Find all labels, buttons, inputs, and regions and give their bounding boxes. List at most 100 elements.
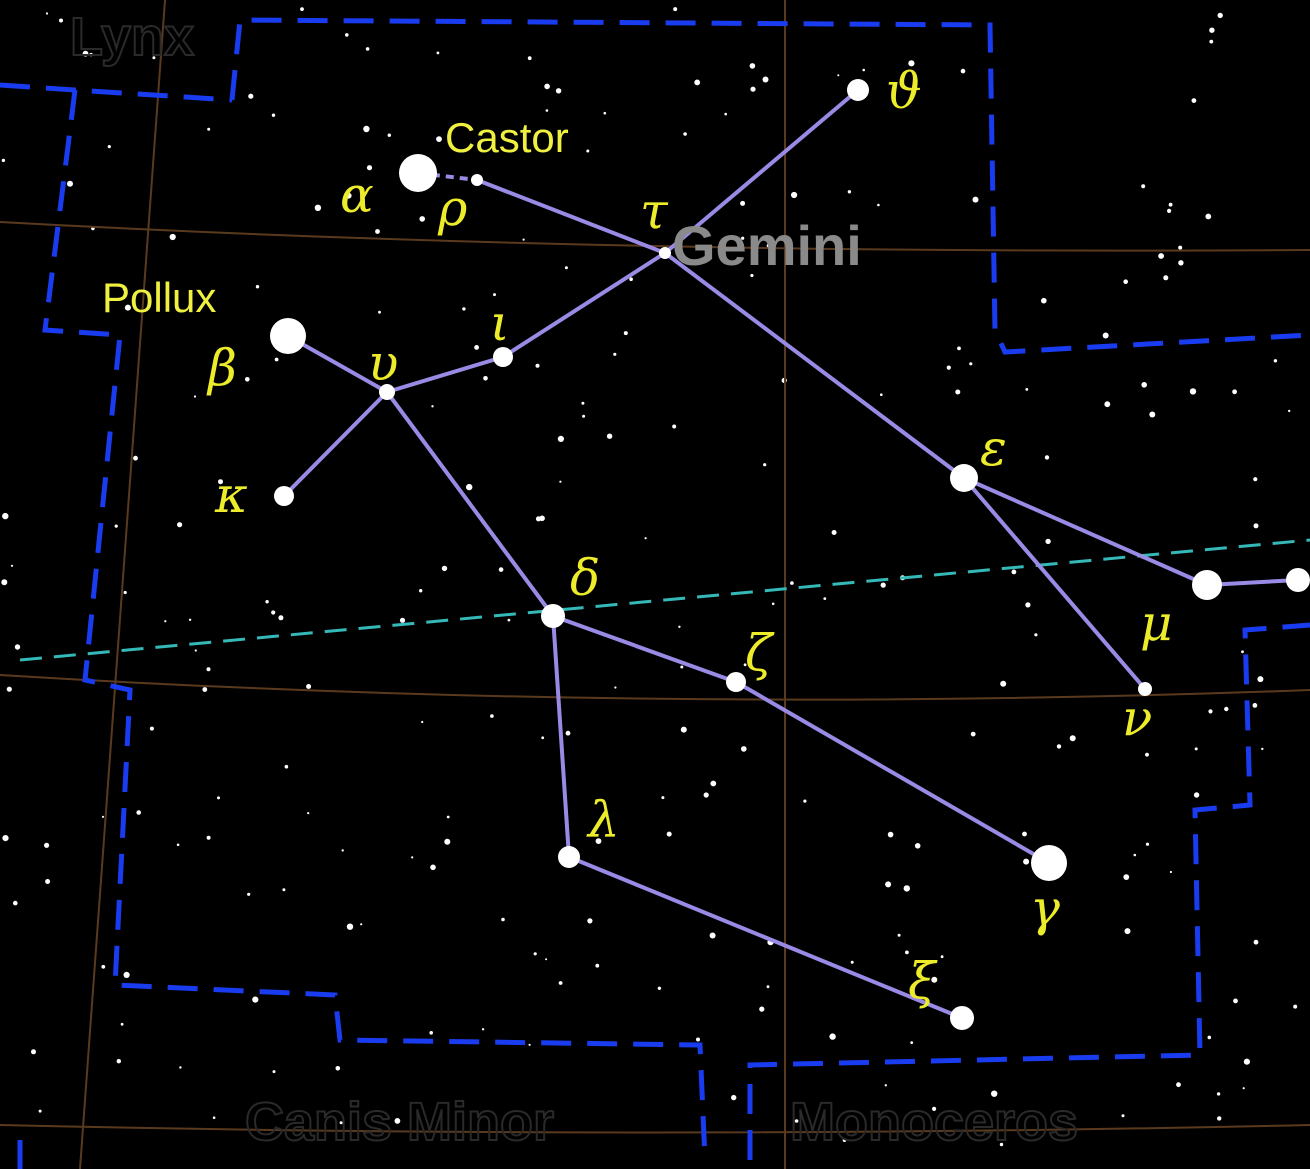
neighbor-label: Monoceros: [790, 1092, 1078, 1152]
faint-star: [1194, 747, 1198, 751]
faint-star: [696, 1037, 700, 1042]
faint-star: [307, 812, 310, 815]
star-name: Castor: [445, 114, 569, 161]
figure-line: [963, 476, 1208, 587]
faint-star: [564, 266, 568, 270]
faint-star: [724, 112, 727, 116]
faint-star: [282, 888, 286, 892]
faint-star: [673, 7, 678, 12]
faint-star: [743, 663, 747, 667]
faint-star: [481, 1028, 485, 1031]
faint-star: [164, 620, 167, 623]
faint-star: [528, 1043, 531, 1046]
faint-star: [446, 815, 450, 819]
faint-star: [306, 684, 312, 689]
faint-star: [1044, 455, 1050, 460]
faint-star: [1158, 253, 1164, 259]
faint-star: [862, 68, 865, 72]
faint-star: [365, 47, 370, 51]
faint-star: [759, 1006, 765, 1012]
faint-star: [606, 433, 613, 439]
faint-star: [265, 600, 269, 604]
faint-star: [850, 960, 854, 964]
grid-line: [0, 674, 1310, 701]
faint-star: [421, 720, 424, 724]
greek-label: μ: [1140, 594, 1173, 652]
faint-star: [1123, 874, 1130, 880]
greek-label: β: [206, 339, 237, 397]
faint-star: [595, 963, 600, 968]
faint-star: [366, 165, 373, 171]
faint-star: [116, 1059, 122, 1064]
faint-star: [1163, 275, 1169, 281]
faint-star: [114, 524, 118, 528]
neighbor-label: Lynx: [70, 7, 194, 67]
star: [847, 79, 869, 101]
faint-star: [1141, 382, 1147, 388]
faint-star: [657, 986, 662, 990]
faint-star: [314, 204, 322, 211]
faint-star: [124, 304, 131, 311]
faint-star: [766, 243, 771, 248]
faint-star: [1011, 569, 1017, 575]
greek-label: κ: [214, 466, 248, 524]
faint-star: [1193, 792, 1200, 798]
faint-star: [1208, 709, 1213, 714]
faint-star: [498, 567, 504, 572]
faint-star: [272, 1070, 276, 1074]
faint-star: [545, 109, 549, 112]
faint-star: [1141, 184, 1146, 189]
faint-star: [122, 287, 127, 291]
grid-line: [0, 221, 1310, 252]
faint-star: [120, 1022, 124, 1026]
faint-star: [749, 63, 756, 69]
faint-star: [1104, 401, 1111, 408]
faint-star: [680, 665, 684, 669]
faint-star: [441, 565, 448, 572]
faint-star: [1178, 260, 1184, 266]
faint-star: [877, 203, 880, 207]
faint-star: [1145, 752, 1149, 757]
faint-star: [1000, 680, 1007, 687]
faint-star: [212, 1116, 216, 1119]
faint-star: [474, 345, 479, 350]
star: [541, 604, 565, 628]
faint-star: [884, 1084, 887, 1087]
greek-label: ι: [490, 294, 510, 352]
faint-star: [13, 900, 18, 906]
greek-label: ρ: [437, 179, 468, 237]
faint-star: [1253, 477, 1258, 482]
faint-star: [1176, 1082, 1181, 1088]
faint-star: [823, 597, 827, 600]
faint-star: [582, 414, 586, 418]
faint-star: [1022, 831, 1027, 837]
faint-star: [345, 192, 352, 199]
faint-star: [763, 463, 767, 467]
faint-star: [278, 615, 284, 621]
faint-star: [559, 480, 562, 483]
faint-star: [1034, 633, 1038, 637]
faint-star: [14, 644, 21, 650]
faint-star: [255, 285, 260, 289]
star-name: Pollux: [102, 274, 216, 321]
faint-star: [202, 687, 208, 692]
faint-star: [1023, 858, 1030, 865]
faint-star: [59, 18, 63, 23]
faint-star: [176, 843, 180, 847]
faint-star: [535, 363, 540, 368]
faint-star: [271, 113, 276, 117]
faint-star: [703, 792, 709, 798]
faint-star: [539, 515, 545, 522]
faint-star: [1273, 359, 1278, 363]
star: [471, 174, 483, 186]
faint-star: [829, 1033, 836, 1040]
faint-star: [972, 196, 979, 203]
faint-star: [2, 512, 9, 520]
greek-labels: α ρ τ ϑ ι υ β κ δ ζ ε μν λ γ ξ: [206, 62, 1173, 1010]
faint-star: [436, 136, 442, 143]
greek-label: υ: [368, 334, 398, 392]
star: [1031, 845, 1067, 881]
faint-star: [194, 649, 197, 652]
faint-star: [644, 537, 647, 540]
boundary: [42, 89, 708, 1161]
